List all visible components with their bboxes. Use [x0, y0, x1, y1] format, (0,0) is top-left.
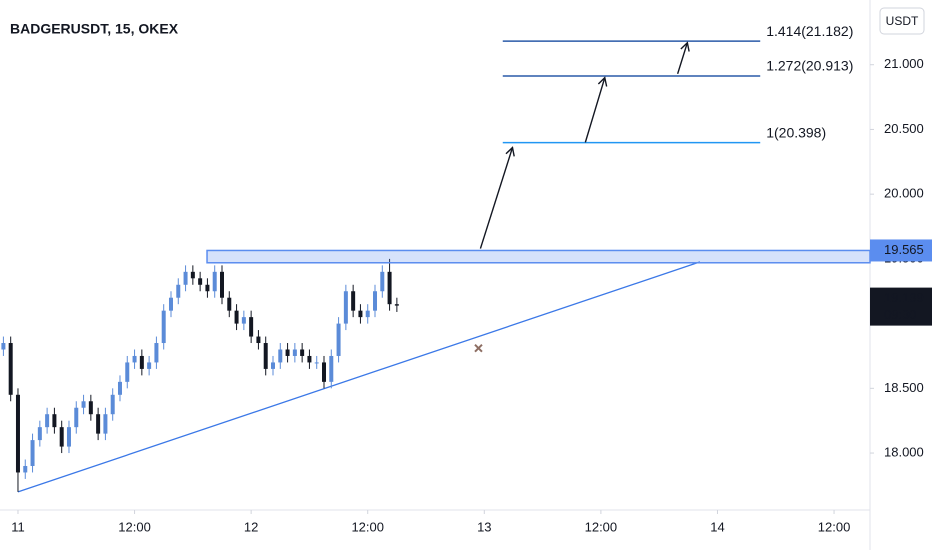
candle-body [278, 349, 283, 363]
x-tick-label: 12:00 [351, 519, 384, 534]
y-tick-label: 18.000 [884, 444, 924, 459]
y-tick-label: 18.500 [884, 380, 924, 395]
arrow-head [680, 41, 690, 52]
candle-body [125, 362, 130, 382]
fib-label: 1.414(21.182) [766, 23, 853, 39]
candle-body [117, 381, 122, 395]
candle-body [74, 407, 79, 428]
candle-body [45, 414, 50, 428]
candle-body [205, 284, 210, 292]
candle-body [81, 401, 86, 408]
fib-label: 1.272(20.913) [766, 58, 853, 74]
candle-body [270, 362, 275, 369]
candle-body [190, 271, 195, 279]
chart-title: BADGERUSDT, 15, OKEX [10, 21, 179, 37]
candle-body [176, 284, 181, 298]
candle-body [147, 362, 152, 369]
candle-body [168, 297, 173, 311]
x-tick-label: 12:00 [585, 519, 618, 534]
arrow-head [505, 146, 515, 157]
candle-body [285, 349, 290, 356]
candle-body [198, 278, 203, 285]
candle-body [263, 343, 268, 369]
candle-body [314, 362, 319, 364]
candle-body [52, 414, 57, 428]
y-tick-label: 20.500 [884, 121, 924, 136]
candle-body [212, 271, 217, 292]
candle-body [292, 349, 297, 356]
x-tick-label: 12 [244, 519, 258, 534]
y-tick-label: 21.000 [884, 56, 924, 71]
marks: 11 12:00 12 12:00 13 12:00 14 12:00 18.000 18.500… [1, 23, 932, 534]
candle-body [110, 394, 115, 415]
countdown: 09:30 [884, 307, 917, 322]
zone-price: 19.565 [884, 242, 924, 257]
x-tick-label: 14 [710, 519, 724, 534]
candle-body [66, 427, 71, 447]
candle-body [8, 343, 13, 395]
x-marker [474, 343, 483, 353]
candle-body [234, 310, 239, 324]
candle-body [30, 440, 35, 466]
candle-body [373, 291, 378, 311]
candle-body [256, 336, 261, 344]
candle-body [154, 343, 159, 363]
candle-body [15, 394, 20, 473]
candle-body [227, 297, 232, 311]
candle-body [351, 291, 356, 311]
x-tick-label: 13 [477, 519, 491, 534]
candle-body [103, 414, 108, 434]
arrow-shaft [479, 147, 514, 249]
candle-body [161, 310, 166, 344]
candle-body [132, 355, 137, 363]
candle-body [336, 323, 341, 356]
candle-body [343, 291, 348, 324]
candle-body [387, 271, 392, 305]
arrow-shaft [584, 77, 606, 143]
candle-body [1, 343, 6, 350]
candle-body [322, 362, 327, 382]
y-tick-label: 20.000 [884, 186, 924, 201]
candle-body [219, 271, 224, 298]
candle-body [37, 427, 42, 441]
candle-body [59, 427, 64, 447]
trendline [17, 261, 701, 493]
fib-label: 1(20.398) [766, 124, 826, 140]
candle-body [23, 465, 28, 473]
candle-body [307, 355, 312, 363]
arrow-shaft [676, 42, 689, 74]
zone-price-badge [870, 239, 932, 262]
last-price: 19.139 [884, 290, 924, 305]
candle-body [139, 355, 144, 369]
arrow-head [597, 76, 608, 87]
candle-body [300, 349, 305, 356]
currency-box[interactable] [879, 7, 925, 35]
candle-body [365, 310, 370, 318]
candle-body [96, 414, 101, 434]
candle-body [358, 310, 363, 318]
candle-body [88, 401, 93, 415]
x-tick-label: 12:00 [118, 519, 151, 534]
x-tick-label: 12:00 [818, 519, 851, 534]
candle-body [249, 317, 254, 337]
last-price-badge [870, 287, 932, 326]
currency[interactable]: USDT [886, 14, 919, 28]
candle-body [380, 271, 385, 292]
candle-body [241, 317, 246, 324]
candle-body [183, 271, 188, 285]
resistance-zone [206, 249, 871, 264]
candle-body [394, 304, 399, 306]
candle-body [329, 355, 334, 382]
x-tick-label: 11 [11, 519, 25, 534]
